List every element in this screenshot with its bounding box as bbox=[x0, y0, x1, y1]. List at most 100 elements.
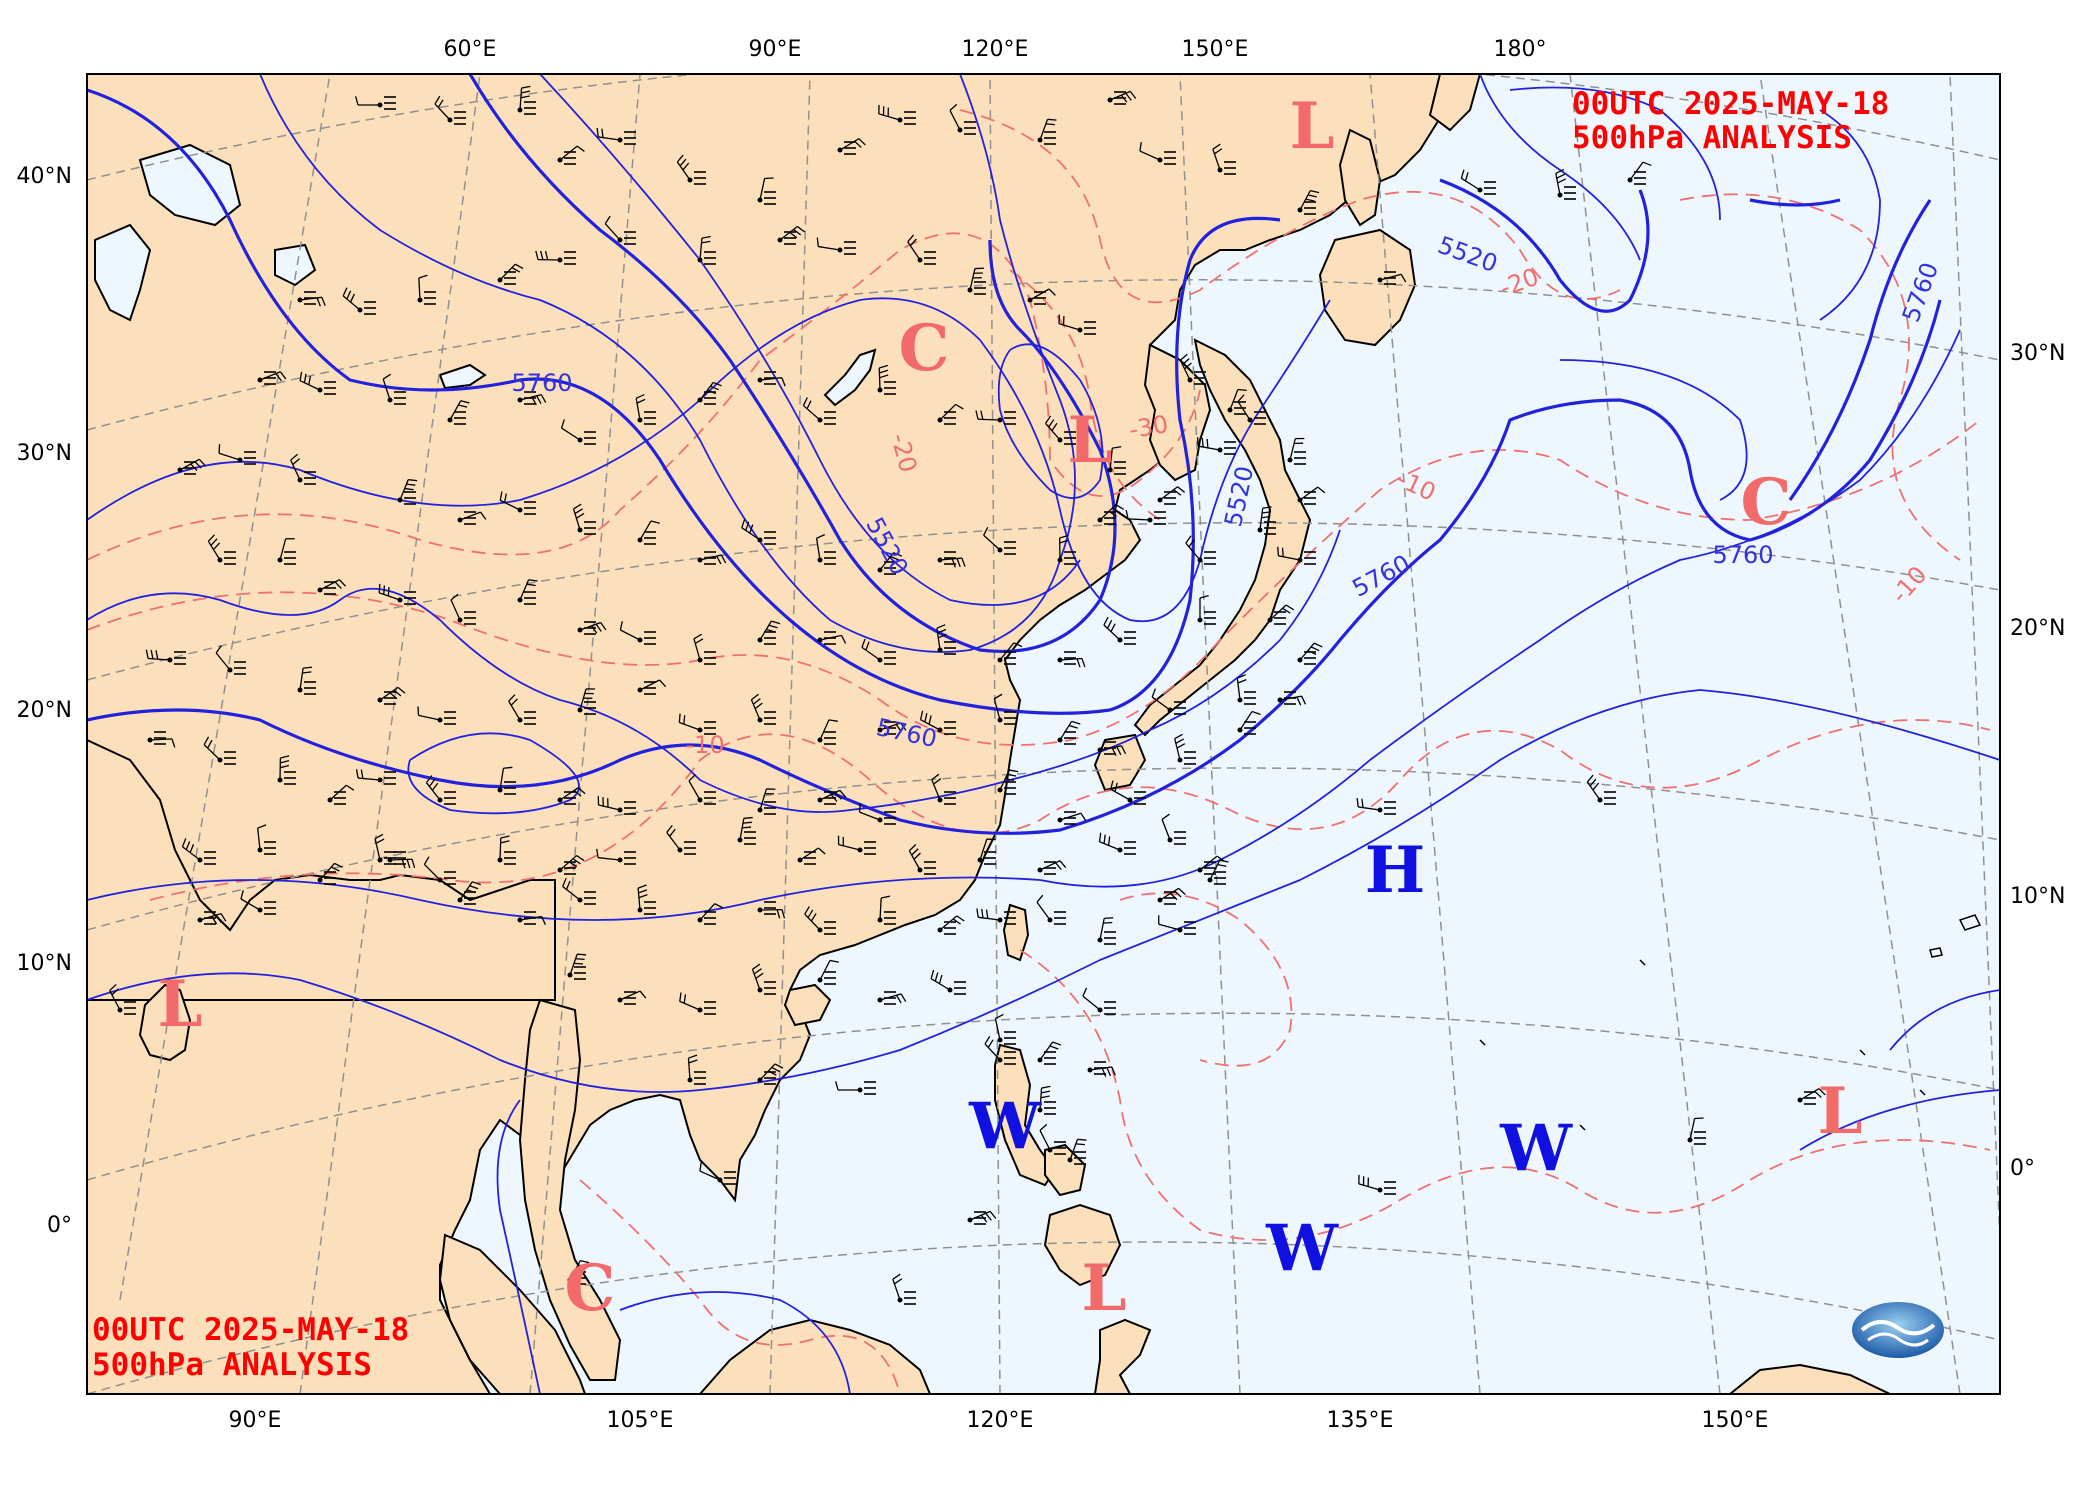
wind-barb-feather bbox=[789, 231, 798, 239]
system-marker-low: L bbox=[1068, 403, 1113, 478]
wind-barb-staff bbox=[598, 857, 621, 861]
wind-barb-feather bbox=[382, 373, 392, 380]
system-marker-warm: W bbox=[968, 1089, 1042, 1164]
system-marker-low: L bbox=[1290, 89, 1335, 164]
wind-barb-staff bbox=[819, 789, 841, 801]
station-plot bbox=[535, 250, 576, 265]
station-plot bbox=[877, 991, 907, 1005]
station-plot bbox=[1157, 887, 1186, 905]
station-plot bbox=[757, 788, 776, 815]
station-plot bbox=[1151, 688, 1186, 715]
wind-barb-staff bbox=[1185, 542, 1201, 561]
wind-barb-staff bbox=[1103, 624, 1121, 641]
wind-barb-staff bbox=[1139, 150, 1161, 161]
wind-barb-feather bbox=[755, 972, 764, 979]
station-plot bbox=[892, 1273, 916, 1305]
land-hokkaido bbox=[1318, 228, 1417, 347]
wind-barb-staff bbox=[679, 1000, 701, 1011]
wind-barb-feather bbox=[930, 969, 935, 979]
station-plot bbox=[994, 1013, 1016, 1045]
wind-barb-feather bbox=[215, 914, 222, 923]
land-new-guinea bbox=[1728, 1363, 1891, 1394]
station-plot bbox=[1139, 142, 1176, 165]
wind-barb-staff bbox=[559, 145, 578, 161]
wind-barb-staff bbox=[994, 1018, 1001, 1041]
wind-barb-feather bbox=[1175, 738, 1185, 744]
station-plot bbox=[1237, 710, 1261, 735]
station-plot bbox=[877, 721, 907, 735]
wind-barb-feather bbox=[984, 1035, 991, 1045]
wind-barb-feather bbox=[1361, 798, 1364, 808]
wind-barb-feather bbox=[949, 103, 958, 111]
station-plot bbox=[1277, 691, 1307, 706]
wind-barb-feather bbox=[829, 959, 839, 963]
wind-barb-feather bbox=[796, 225, 805, 233]
station-plot bbox=[937, 915, 965, 935]
wind-barb-staff bbox=[839, 138, 860, 151]
wind-barb-feather bbox=[816, 534, 826, 539]
station-plot bbox=[817, 789, 847, 805]
wind-barb-feather bbox=[573, 962, 584, 965]
wind-barb-feather bbox=[858, 803, 862, 813]
wind-barb-feather bbox=[1201, 437, 1204, 448]
station-plot bbox=[1197, 855, 1225, 875]
station-plot bbox=[679, 992, 716, 1015]
wind-barb-feather bbox=[985, 909, 989, 919]
wind-barb-feather bbox=[742, 826, 752, 829]
wind-barb-feather bbox=[577, 787, 586, 795]
wind-barb-feather bbox=[976, 908, 979, 918]
wind-barb-feather bbox=[383, 585, 386, 595]
wind-barb-feather bbox=[989, 1211, 997, 1219]
wind-barb-feather bbox=[308, 375, 312, 385]
wind-barb-staff bbox=[508, 700, 521, 721]
station-plot bbox=[1057, 651, 1086, 668]
station-plot bbox=[382, 373, 406, 405]
wind-barb-staff bbox=[879, 722, 902, 731]
wind-barb-feather bbox=[913, 852, 921, 860]
wind-barb-staff bbox=[374, 838, 381, 861]
wind-barb-feather bbox=[975, 410, 979, 420]
wind-barb-feather bbox=[1041, 1085, 1051, 1089]
wind-barb-feather bbox=[150, 649, 154, 659]
station-plot bbox=[560, 419, 596, 445]
wind-barb-feather bbox=[510, 698, 518, 706]
station-plot bbox=[741, 518, 776, 545]
wind-barb-staff bbox=[604, 223, 621, 241]
wind-barb-feather bbox=[894, 1278, 903, 1285]
wind-barb-feather bbox=[374, 833, 384, 840]
wind-barb-feather bbox=[688, 774, 696, 782]
wind-barb-feather bbox=[1106, 1067, 1112, 1077]
wind-barb-staff bbox=[802, 405, 821, 421]
wind-barb-staff bbox=[450, 599, 461, 621]
wind-barb-feather bbox=[544, 250, 549, 260]
wind-barb-feather bbox=[1556, 173, 1566, 179]
wind-barb-feather bbox=[952, 918, 961, 925]
wind-barb-staff bbox=[379, 686, 399, 701]
tick-bottom-105e: 105°E bbox=[607, 1408, 674, 1433]
wind-barb-feather bbox=[1174, 733, 1183, 740]
wind-barb-feather bbox=[1285, 604, 1295, 611]
station-plot bbox=[751, 963, 776, 995]
wind-barb-feather bbox=[938, 633, 947, 639]
wind-barb-staff bbox=[499, 499, 521, 511]
land-malay-peninsula bbox=[518, 998, 622, 1381]
wind-barb-feather bbox=[145, 649, 149, 659]
wind-barb-staff bbox=[1159, 486, 1178, 501]
temperature-contour-label: -30 bbox=[1127, 410, 1170, 444]
wind-barb-staff bbox=[1039, 1130, 1051, 1151]
wind-barb-feather bbox=[895, 724, 902, 733]
station-plot bbox=[203, 736, 236, 765]
station-plot bbox=[975, 410, 1016, 425]
wind-barb-staff bbox=[892, 1278, 901, 1301]
station-plot bbox=[1039, 1123, 1066, 1155]
wind-barb-staff bbox=[993, 698, 1001, 721]
station-plot bbox=[1356, 797, 1396, 815]
wind-barb-feather bbox=[1009, 769, 1019, 773]
wind-barb-staff bbox=[418, 714, 441, 721]
station-plot bbox=[877, 895, 896, 925]
wind-barb-staff bbox=[1099, 841, 1121, 851]
wind-barb-staff bbox=[999, 769, 1010, 791]
wind-barb-feather bbox=[349, 293, 355, 303]
station-plot bbox=[218, 444, 256, 465]
wind-barb-staff bbox=[1358, 806, 1381, 811]
